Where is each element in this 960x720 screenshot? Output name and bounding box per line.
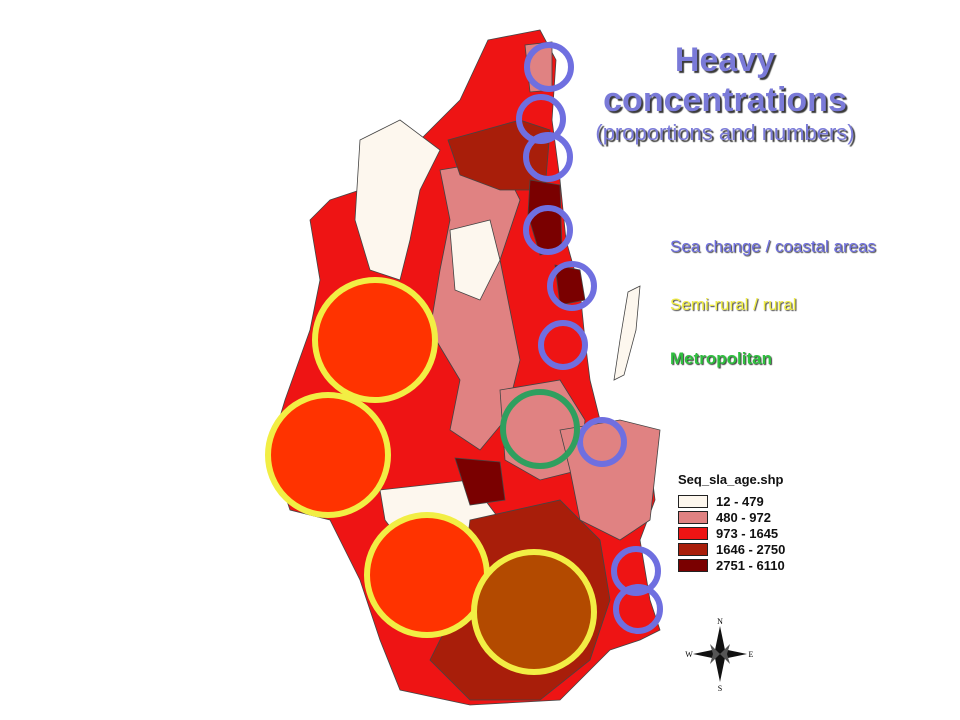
legend-label: 1646 - 2750 (716, 541, 786, 557)
sea-change-circle (516, 94, 566, 144)
sea-change-circle (547, 261, 597, 311)
compass-icon: N S E W (685, 617, 754, 692)
category-metro: Metropolitan (670, 349, 772, 368)
legend-swatch (678, 542, 708, 556)
legend-row: 973 - 1645 (678, 525, 785, 541)
page-title: Heavy concentrations (proportions and nu… (590, 40, 860, 146)
sea-change-circle (577, 417, 627, 467)
title-main: Heavy concentrations (603, 41, 847, 119)
legend-title: Seq_sla_age.shp (678, 472, 784, 487)
map-legend: Seq_sla_age.shp 12 - 479 480 - 972 973 -… (678, 472, 785, 573)
legend-label: 12 - 479 (716, 493, 764, 509)
category-rural: Semi-rural / rural (670, 295, 797, 314)
legend-swatch (678, 510, 708, 524)
legend-row: 2751 - 6110 (678, 557, 785, 573)
sea-change-circle (524, 42, 574, 92)
region-east-pink (559, 419, 661, 541)
sea-change-circle (613, 584, 663, 634)
legend-label: 2751 - 6110 (716, 557, 785, 573)
metro-circle (500, 389, 580, 469)
sea-change-circle (611, 546, 661, 596)
region-south-darkest (454, 457, 506, 506)
compass-s: S (718, 684, 722, 692)
rural-circle (471, 549, 597, 675)
rural-circle (364, 512, 490, 638)
compass-e: E (749, 650, 754, 659)
region-inner-white (449, 219, 501, 301)
rural-circle (312, 277, 438, 403)
legend-row: 1646 - 2750 (678, 541, 785, 557)
legend-label: 480 - 972 (716, 509, 771, 525)
sea-change-markers (516, 42, 663, 634)
legend-row: 480 - 972 (678, 509, 785, 525)
legend-label: 973 - 1645 (716, 525, 779, 541)
sea-change-circle (523, 205, 573, 255)
compass-w: W (685, 650, 693, 659)
legend-swatch (678, 494, 708, 508)
rural-circle (265, 392, 391, 518)
sea-change-circle (523, 132, 573, 182)
rural-markers (265, 277, 597, 675)
legend-row: 12 - 479 (678, 493, 785, 509)
compass-n: N (717, 617, 723, 626)
category-sea-change: Sea change / coastal areas (670, 237, 877, 256)
legend-swatch (678, 558, 708, 572)
region-barrier-island (613, 285, 641, 381)
region-north-white (354, 119, 441, 281)
sea-change-circle (538, 320, 588, 370)
title-sub: (proportions and numbers) (595, 120, 855, 145)
legend-swatch (678, 526, 708, 540)
